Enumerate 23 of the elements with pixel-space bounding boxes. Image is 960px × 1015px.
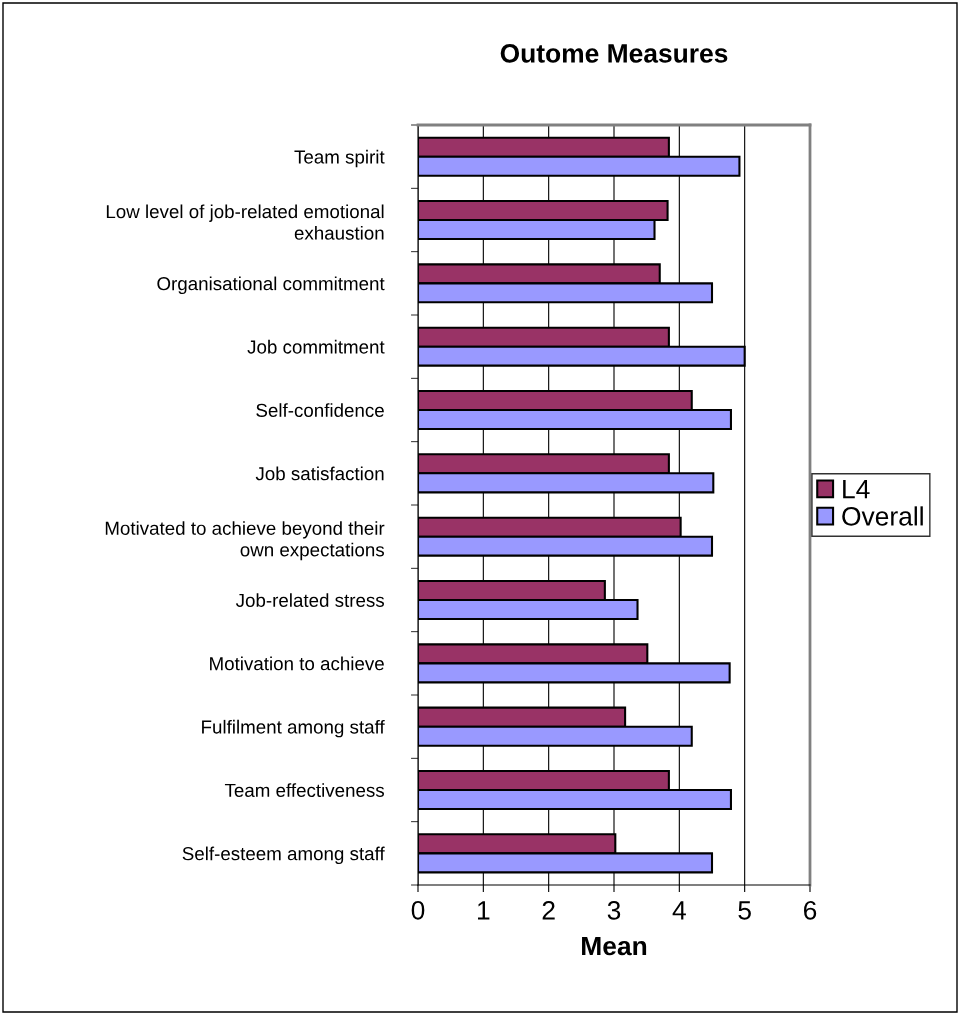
- legend-label: L4: [843, 480, 870, 499]
- x-tick-label: 2: [542, 900, 555, 920]
- chart-title: Outome Measures: [500, 44, 728, 63]
- x-axis-title: Mean: [582, 936, 647, 956]
- x-tick-label: 4: [672, 901, 686, 920]
- y-tick-label: Organisational commitment: [157, 276, 385, 295]
- x-tick-label: 1: [478, 901, 490, 920]
- x-tick-label: 6: [804, 900, 817, 920]
- y-tick-label: Self-confidence: [256, 403, 384, 417]
- legend-label: Overall: [842, 506, 923, 526]
- y-tick-label: Low level of job-related emotional exhaustion: [106, 204, 384, 240]
- x-tick-label: 5: [738, 901, 751, 920]
- y-tick-label: Job satisfaction: [255, 466, 384, 481]
- y-tick-label: Motivated to achieve beyond their own expectations: [105, 521, 385, 561]
- y-tick-label: Fulfilment among staff: [202, 719, 385, 738]
- y-tick-label: Job-related stress: [235, 593, 384, 607]
- y-tick-label: Team spirit: [294, 149, 385, 168]
- y-tick-label: Team effectiveness: [224, 783, 384, 797]
- y-tick-label: Job commitment: [247, 339, 385, 354]
- y-tick-label: Motivation to achieve: [210, 656, 384, 671]
- y-tick-label: Self-esteem among staff: [182, 846, 385, 865]
- x-tick-label: 0: [411, 900, 425, 920]
- x-tick-label: 3: [607, 900, 621, 920]
